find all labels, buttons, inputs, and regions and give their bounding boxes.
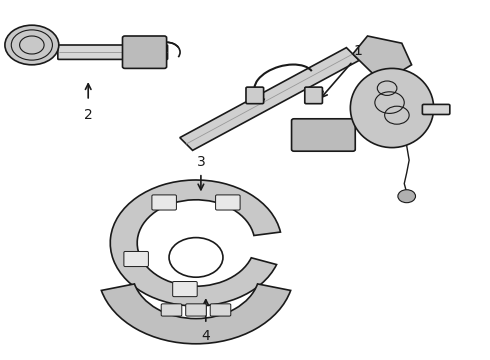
Polygon shape bbox=[180, 48, 359, 150]
Wedge shape bbox=[101, 284, 291, 344]
Circle shape bbox=[169, 238, 223, 277]
FancyBboxPatch shape bbox=[305, 87, 322, 104]
FancyBboxPatch shape bbox=[122, 36, 167, 68]
Text: 1: 1 bbox=[353, 44, 362, 58]
FancyBboxPatch shape bbox=[422, 104, 450, 114]
FancyBboxPatch shape bbox=[124, 251, 148, 266]
FancyBboxPatch shape bbox=[186, 304, 206, 316]
Wedge shape bbox=[110, 180, 280, 306]
Text: 4: 4 bbox=[201, 329, 210, 343]
Text: 3: 3 bbox=[196, 155, 205, 169]
Ellipse shape bbox=[350, 68, 434, 148]
Circle shape bbox=[5, 25, 59, 65]
FancyBboxPatch shape bbox=[246, 87, 264, 104]
Polygon shape bbox=[353, 36, 412, 83]
FancyBboxPatch shape bbox=[216, 195, 240, 210]
FancyBboxPatch shape bbox=[161, 304, 182, 316]
FancyBboxPatch shape bbox=[210, 304, 231, 316]
FancyBboxPatch shape bbox=[152, 195, 176, 210]
FancyBboxPatch shape bbox=[292, 119, 355, 151]
FancyBboxPatch shape bbox=[58, 45, 168, 59]
FancyBboxPatch shape bbox=[172, 282, 197, 297]
Text: 2: 2 bbox=[84, 108, 93, 122]
Circle shape bbox=[398, 190, 416, 203]
